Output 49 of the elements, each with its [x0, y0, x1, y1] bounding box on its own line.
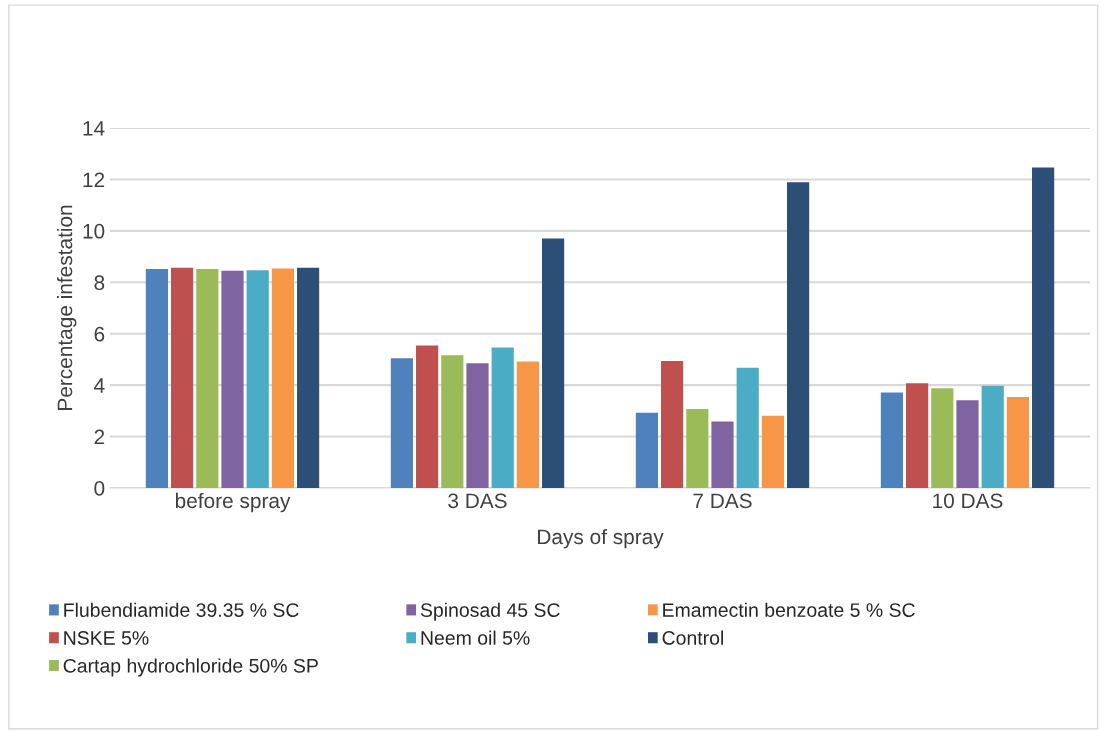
y-tick-label: 4 — [94, 378, 105, 393]
x-tick-label: before spray — [175, 492, 291, 513]
bar — [880, 392, 903, 488]
y-tick-label: 6 — [94, 326, 105, 342]
y-tick-label: 2 — [94, 429, 105, 445]
bar — [761, 415, 784, 488]
bar — [491, 347, 514, 488]
bar — [246, 270, 269, 488]
y-tick-label: 10 — [83, 223, 105, 239]
bar — [956, 400, 979, 488]
x-tick-label: 10 DAS — [933, 493, 1003, 509]
legend-label: NSKE 5% — [64, 631, 149, 645]
y-tick-label: 14 — [83, 121, 105, 136]
bar — [711, 421, 734, 488]
legend-label: Control — [662, 630, 723, 645]
bar — [416, 345, 439, 488]
bar — [542, 238, 565, 488]
bar — [221, 270, 244, 488]
x-tick-label: 3 DAS — [448, 493, 507, 509]
legend-label: Cartap hydrochloride 50% SP — [63, 658, 318, 677]
bar — [736, 367, 759, 488]
bar — [981, 385, 1004, 488]
bar — [931, 388, 954, 488]
bar — [1032, 167, 1055, 488]
bar — [516, 361, 539, 488]
bar — [297, 267, 320, 488]
y-tick-label: 12 — [83, 172, 105, 187]
legend-label: Flubendiamide 39.35 % SC — [64, 602, 299, 617]
x-tick-label: 7 DAS — [693, 493, 752, 509]
x-axis-title: Days of spray — [538, 528, 664, 549]
legend-label: Neem oil 5% — [421, 630, 530, 645]
bar — [145, 268, 168, 488]
bar — [441, 355, 464, 488]
legend-label: Spinosad 45 SC — [420, 602, 560, 621]
bar — [787, 182, 810, 488]
bar — [466, 363, 489, 488]
bar — [635, 412, 658, 488]
bar — [906, 383, 929, 488]
y-axis-title: Percentage infestation — [56, 205, 77, 410]
bar — [390, 358, 413, 488]
bar — [1006, 396, 1029, 488]
bar — [171, 267, 194, 488]
y-tick-label: 0 — [94, 481, 105, 496]
bar — [196, 268, 219, 488]
bar — [271, 268, 294, 488]
bar — [686, 409, 709, 488]
legend-label: Emamectin benzoate 5 % SC — [663, 602, 915, 617]
bar — [661, 360, 684, 488]
y-tick-label: 8 — [94, 275, 105, 291]
